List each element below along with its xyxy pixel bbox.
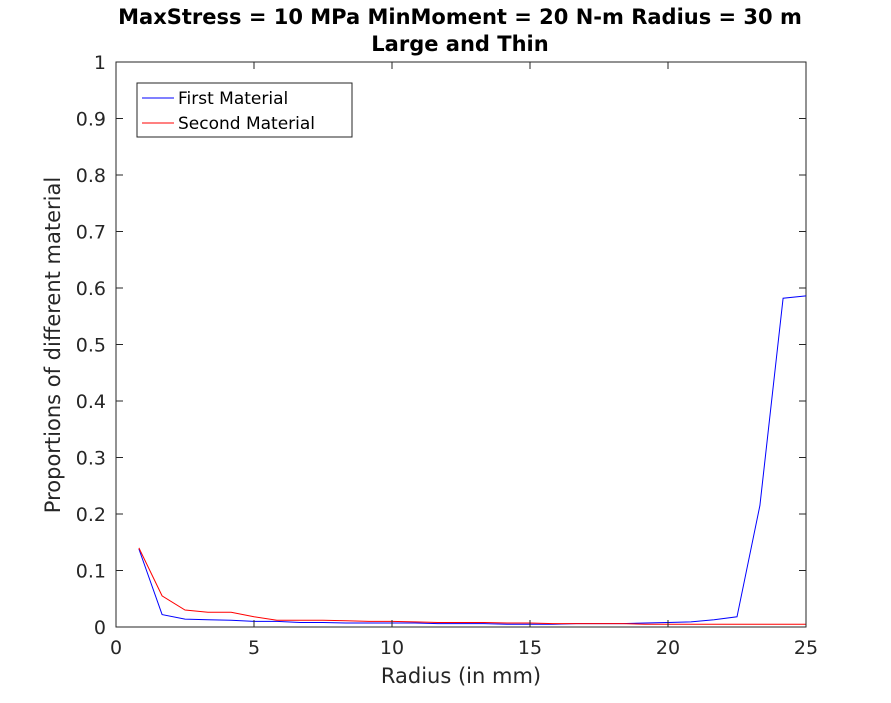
ticks-layer: 0 5 10 15 20 25 0 0.1 0.2 0.3 0.4 0.5 0.6 0.7 0.8 0.9 1 xyxy=(76,52,818,659)
y-tick-label: 0.4 xyxy=(76,391,106,413)
x-tick-label: 0 xyxy=(110,637,122,659)
y-tick-label: 0.7 xyxy=(76,222,106,244)
axes-box xyxy=(115,61,807,628)
y-tick-label: 0 xyxy=(94,617,106,639)
chart-title-line1: MaxStress = 10 MPa MinMoment = 20 N-m Ra… xyxy=(118,5,802,29)
y-tick-label: 0.5 xyxy=(76,335,106,357)
legend-label-second-material: Second Material xyxy=(178,114,315,134)
legend: First Material Second Material xyxy=(136,82,353,138)
x-tick-label: 10 xyxy=(380,637,404,659)
x-axis-label: Radius (in mm) xyxy=(381,664,541,688)
y-tick-label: 1 xyxy=(94,52,106,74)
y-tick-label: 0.8 xyxy=(76,165,106,187)
series-line-second-material xyxy=(138,547,806,625)
plot-area: 0 5 10 15 20 25 0 0.1 0.2 0.3 0.4 0.5 0.6 0.7 0.8 0.9 1 xyxy=(76,52,818,659)
y-tick-label: 0.6 xyxy=(76,278,106,300)
y-tick-label: 0.2 xyxy=(76,504,106,526)
series-layer xyxy=(138,295,807,625)
y-tick-label: 0.9 xyxy=(76,109,106,131)
legend-label-first-material: First Material xyxy=(178,89,288,109)
y-tick-label: 0.3 xyxy=(76,448,106,470)
y-tick-label: 0.1 xyxy=(76,561,106,583)
x-tick-label: 15 xyxy=(518,637,542,659)
chart-title-line2: Large and Thin xyxy=(371,32,548,56)
y-axis-label: Proportions of different material xyxy=(41,177,65,513)
x-tick-label: 5 xyxy=(248,637,260,659)
legend-box xyxy=(136,82,353,138)
series-line-first-material xyxy=(138,295,807,625)
x-tick-label: 20 xyxy=(656,637,680,659)
x-tick-label: 25 xyxy=(794,637,818,659)
